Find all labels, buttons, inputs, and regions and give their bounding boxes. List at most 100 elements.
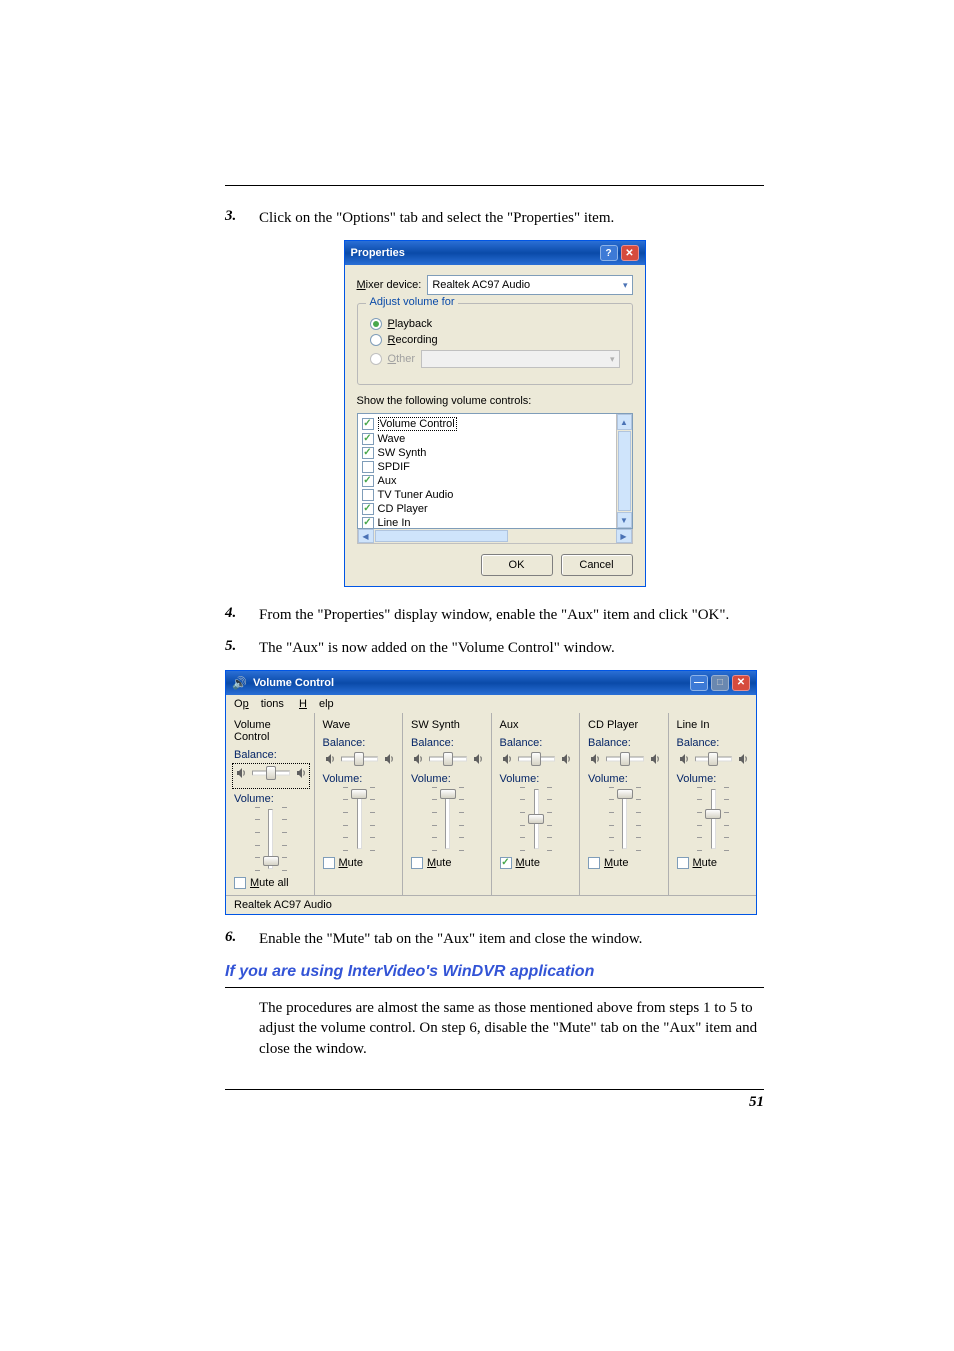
checkbox[interactable] bbox=[362, 489, 374, 501]
checkbox[interactable] bbox=[362, 517, 374, 529]
speaker-right-icon bbox=[294, 766, 308, 780]
vc-titlebar[interactable]: 🔊 Volume Control — □ ✕ bbox=[226, 671, 756, 695]
menu-options[interactable]: Options bbox=[234, 698, 284, 710]
checkbox[interactable] bbox=[362, 418, 374, 430]
checkbox[interactable] bbox=[362, 447, 374, 459]
volume-label: Volume: bbox=[234, 793, 308, 805]
volume-thumb[interactable] bbox=[351, 789, 367, 799]
radio-recording[interactable] bbox=[370, 334, 382, 346]
scroll-right-icon[interactable]: ▶ bbox=[616, 529, 632, 543]
volume-thumb[interactable] bbox=[528, 814, 544, 824]
menu-help[interactable]: Help bbox=[299, 698, 334, 710]
cancel-button[interactable]: Cancel bbox=[561, 554, 633, 576]
volume-thumb[interactable] bbox=[617, 789, 633, 799]
listbox-item[interactable]: Line In bbox=[360, 516, 630, 529]
mixer-device-select[interactable]: Realtek AC97 Audio ▾ bbox=[427, 275, 632, 295]
volume-slider[interactable] bbox=[677, 787, 751, 851]
speaker-left-icon bbox=[411, 752, 425, 766]
balance-label: Balance: bbox=[234, 749, 308, 761]
balance-slider[interactable] bbox=[500, 751, 574, 767]
speaker-left-icon bbox=[234, 766, 248, 780]
channel-title: Volume Control bbox=[234, 719, 308, 743]
volume-thumb[interactable] bbox=[705, 809, 721, 819]
balance-label: Balance: bbox=[500, 737, 574, 749]
listbox-item[interactable]: Aux bbox=[360, 474, 630, 488]
mixer-channel: Volume Control Balance: Volume: Mute all bbox=[226, 713, 315, 895]
mute-checkbox[interactable] bbox=[323, 857, 335, 869]
volume-slider[interactable] bbox=[411, 787, 485, 851]
listbox-item-label: Wave bbox=[378, 433, 406, 445]
volume-slider[interactable] bbox=[234, 807, 308, 871]
balance-slider[interactable] bbox=[677, 751, 751, 767]
balance-thumb[interactable] bbox=[620, 752, 630, 766]
help-icon[interactable]: ? bbox=[600, 245, 618, 261]
checkbox[interactable] bbox=[362, 461, 374, 473]
balance-thumb[interactable] bbox=[531, 752, 541, 766]
controls-listbox[interactable]: Volume ControlWave SW SynthSPDIFAuxTV Tun… bbox=[357, 413, 633, 529]
listbox-item-label: CD Player bbox=[378, 503, 428, 515]
step-text: The "Aux" is now added on the "Volume Co… bbox=[259, 638, 764, 658]
listbox-hscrollbar[interactable]: ◀ ▶ bbox=[357, 528, 633, 544]
scroll-down-icon[interactable]: ▼ bbox=[617, 512, 632, 528]
listbox-item[interactable]: Wave bbox=[360, 432, 630, 446]
mute-checkbox[interactable] bbox=[500, 857, 512, 869]
mute-row[interactable]: Mute bbox=[588, 857, 662, 869]
radio-playback-label: Playback bbox=[388, 318, 433, 330]
balance-thumb[interactable] bbox=[708, 752, 718, 766]
minimize-icon[interactable]: — bbox=[690, 675, 708, 691]
mute-checkbox[interactable] bbox=[677, 857, 689, 869]
balance-slider[interactable] bbox=[588, 751, 662, 767]
ok-button[interactable]: OK bbox=[481, 554, 553, 576]
balance-thumb[interactable] bbox=[354, 752, 364, 766]
vc-statusbar: Realtek AC97 Audio bbox=[226, 895, 756, 914]
radio-recording-row[interactable]: Recording bbox=[370, 334, 620, 346]
mute-checkbox[interactable] bbox=[411, 857, 423, 869]
listbox-item[interactable]: CD Player bbox=[360, 502, 630, 516]
mute-row[interactable]: Mute bbox=[411, 857, 485, 869]
volume-thumb[interactable] bbox=[263, 856, 279, 866]
radio-playback[interactable] bbox=[370, 318, 382, 330]
step-num: 3. bbox=[225, 208, 259, 228]
hscroll-thumb[interactable] bbox=[375, 530, 508, 542]
mute-checkbox[interactable] bbox=[588, 857, 600, 869]
volume-slider[interactable] bbox=[588, 787, 662, 851]
volume-thumb[interactable] bbox=[440, 789, 456, 799]
listbox-item-label: SW Synth bbox=[378, 447, 427, 459]
scroll-left-icon[interactable]: ◀ bbox=[358, 529, 374, 543]
speaker-right-icon bbox=[471, 752, 485, 766]
balance-slider[interactable] bbox=[411, 751, 485, 767]
mute-row[interactable]: Mute bbox=[677, 857, 751, 869]
balance-slider[interactable] bbox=[234, 765, 308, 781]
scroll-up-icon[interactable]: ▲ bbox=[617, 414, 632, 430]
balance-slider[interactable] bbox=[323, 751, 397, 767]
radio-playback-row[interactable]: Playback bbox=[370, 318, 620, 330]
mute-row[interactable]: Mute bbox=[323, 857, 397, 869]
step-5: 5. The "Aux" is now added on the "Volume… bbox=[225, 638, 764, 658]
mixer-device-label: Mixer device: bbox=[357, 279, 422, 291]
listbox-item[interactable]: SPDIF bbox=[360, 460, 630, 474]
balance-thumb[interactable] bbox=[443, 752, 453, 766]
checkbox[interactable] bbox=[362, 475, 374, 487]
volume-slider[interactable] bbox=[323, 787, 397, 851]
listbox-item[interactable]: SW Synth bbox=[360, 446, 630, 460]
body-paragraph: The procedures are almost the same as th… bbox=[259, 998, 764, 1059]
checkbox[interactable] bbox=[362, 503, 374, 515]
dialog-titlebar[interactable]: Properties ? ✕ bbox=[345, 241, 645, 265]
listbox-item[interactable]: TV Tuner Audio bbox=[360, 488, 630, 502]
mute-row[interactable]: Mute bbox=[500, 857, 574, 869]
speaker-left-icon bbox=[500, 752, 514, 766]
volume-control-window: 🔊 Volume Control — □ ✕ Options Help Volu… bbox=[225, 670, 757, 915]
mute-checkbox[interactable] bbox=[234, 877, 246, 889]
listbox-vscrollbar[interactable]: ▲ ▼ bbox=[616, 414, 632, 528]
step-num: 4. bbox=[225, 605, 259, 625]
checkbox[interactable] bbox=[362, 433, 374, 445]
listbox-item[interactable]: Volume Control bbox=[360, 416, 630, 432]
mixer-channel: SW SynthBalance:Volume:Mute bbox=[403, 713, 492, 895]
balance-thumb[interactable] bbox=[266, 766, 276, 780]
scroll-thumb[interactable] bbox=[618, 431, 631, 511]
channel-title: Line In bbox=[677, 719, 751, 731]
mute-row[interactable]: Mute all bbox=[234, 877, 308, 889]
volume-slider[interactable] bbox=[500, 787, 574, 851]
close-icon[interactable]: ✕ bbox=[732, 675, 750, 691]
close-icon[interactable]: ✕ bbox=[621, 245, 639, 261]
